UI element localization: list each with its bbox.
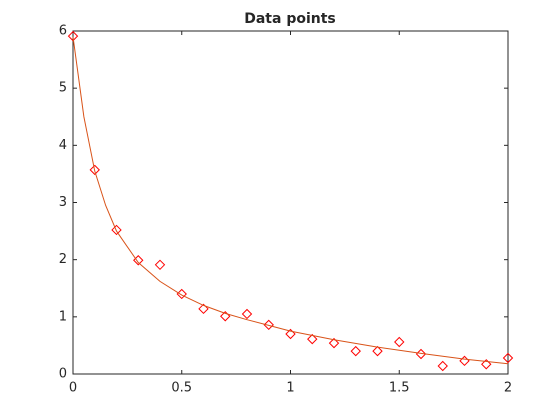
data-point	[263, 319, 274, 331]
y-tick-label: 1	[59, 309, 67, 324]
x-tick-label: 1.5	[389, 381, 410, 396]
data-point	[437, 360, 448, 372]
fit-line	[72, 36, 509, 365]
x-tick-label: 0.5	[171, 381, 192, 396]
y-tick-label: 5	[59, 81, 67, 96]
y-tick-label: 0	[59, 367, 67, 382]
data-point	[176, 288, 187, 300]
x-tick-label: 2	[504, 381, 512, 396]
axes-box	[72, 30, 509, 375]
data-point	[394, 336, 405, 348]
y-tick-label: 6	[59, 24, 67, 39]
data-point	[89, 164, 100, 176]
data-point	[328, 337, 340, 349]
data-point	[307, 333, 318, 345]
x-tick-label: 0	[69, 381, 77, 396]
data-point	[285, 328, 296, 340]
y-tick-label: 2	[59, 252, 67, 267]
y-tick-label: 3	[59, 195, 67, 210]
data-point	[350, 345, 361, 357]
y-tick-label: 4	[59, 138, 67, 153]
data-point	[502, 352, 514, 364]
data-point	[481, 359, 492, 370]
data-point	[154, 259, 166, 271]
data-point	[198, 303, 209, 315]
data-point	[67, 30, 79, 42]
chart-title: Data points	[244, 11, 336, 27]
data-point	[372, 345, 383, 357]
data-point	[241, 308, 253, 320]
x-tick-label: 1	[286, 381, 294, 396]
data-point	[111, 224, 122, 236]
